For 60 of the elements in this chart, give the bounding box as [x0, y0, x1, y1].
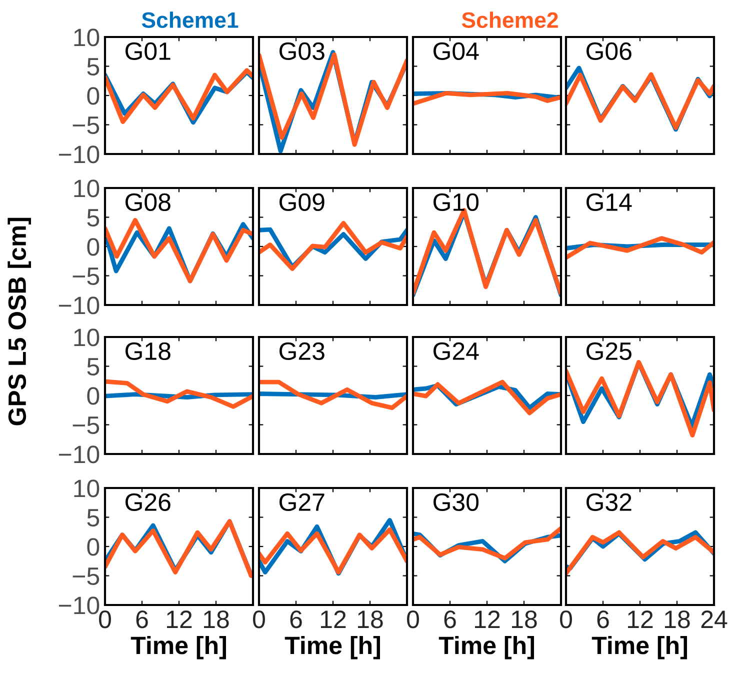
- x-tick-label: 18: [512, 610, 537, 628]
- y-tick-label: −10: [58, 146, 100, 164]
- y-axis-title: GPS L5 OSB [cm]: [8, 218, 31, 426]
- y-tick-label: 0: [87, 538, 100, 556]
- x-tick-label: 0: [253, 610, 265, 628]
- annotation: G25: [586, 342, 632, 360]
- x-tick-label: 12: [167, 610, 192, 628]
- x-tick-label: 12: [321, 610, 346, 628]
- annotation: G03: [280, 42, 324, 60]
- x-axis-title: Time [h]: [592, 636, 687, 660]
- y-tick-label: −5: [72, 116, 100, 134]
- y-tick-label: 5: [87, 209, 100, 227]
- annotation: G08: [126, 193, 170, 212]
- annotation: G10: [434, 193, 479, 212]
- annotation: G18: [126, 342, 170, 360]
- y-tick-label: 0: [87, 387, 100, 405]
- y-tick-label: 5: [87, 358, 100, 376]
- annotation: G24: [434, 342, 479, 360]
- x-tick-label: 0: [407, 610, 419, 628]
- annotation: G14: [586, 193, 632, 212]
- y-tick-label: 10: [74, 480, 100, 498]
- x-tick-label: 0: [99, 610, 111, 628]
- x-tick-label: 18: [665, 610, 690, 628]
- annotation: G01: [126, 42, 170, 60]
- text: Scheme1: [142, 12, 238, 28]
- x-tick-label: 18: [358, 610, 383, 628]
- x-tick-label: 6: [444, 610, 456, 628]
- x-tick-label: 6: [290, 610, 302, 628]
- annotation: G27: [280, 493, 324, 512]
- x-axis-title: Time [h]: [438, 636, 534, 660]
- y-tick-label: −5: [72, 568, 100, 586]
- annotation: G32: [586, 493, 632, 512]
- y-tick-label: −10: [58, 596, 100, 614]
- x-tick-label: 18: [204, 610, 229, 628]
- y-tick-label: −5: [72, 268, 100, 286]
- x-tick-label: 6: [597, 610, 609, 628]
- y-tick-label: −5: [72, 416, 100, 434]
- y-tick-label: −10: [58, 446, 100, 464]
- y-tick-label: 0: [87, 238, 100, 256]
- annotation: G26: [126, 493, 170, 512]
- y-tick-label: 10: [74, 328, 100, 346]
- x-tick-label: 6: [136, 610, 148, 628]
- x-tick-label: 12: [628, 610, 653, 628]
- x-axis-title: Time [h]: [284, 636, 380, 660]
- y-tick-label: −10: [58, 296, 100, 314]
- y-tick-label: 5: [87, 58, 100, 76]
- annotation: G30: [434, 493, 479, 512]
- annotation: G06: [586, 42, 632, 60]
- y-tick-label: 5: [87, 509, 100, 527]
- x-tick-label: 24: [701, 610, 728, 628]
- text: Scheme2: [462, 12, 558, 28]
- annotation: G04: [434, 42, 479, 60]
- annotation: G09: [280, 193, 324, 212]
- x-tick-label: 12: [475, 610, 500, 628]
- x-axis-title: Time [h]: [130, 636, 226, 660]
- y-tick-label: 10: [74, 180, 100, 198]
- y-tick-label: 0: [87, 87, 100, 105]
- y-tick-label: 10: [74, 28, 100, 46]
- annotation: G23: [280, 342, 324, 360]
- x-tick-label: 0: [560, 610, 572, 628]
